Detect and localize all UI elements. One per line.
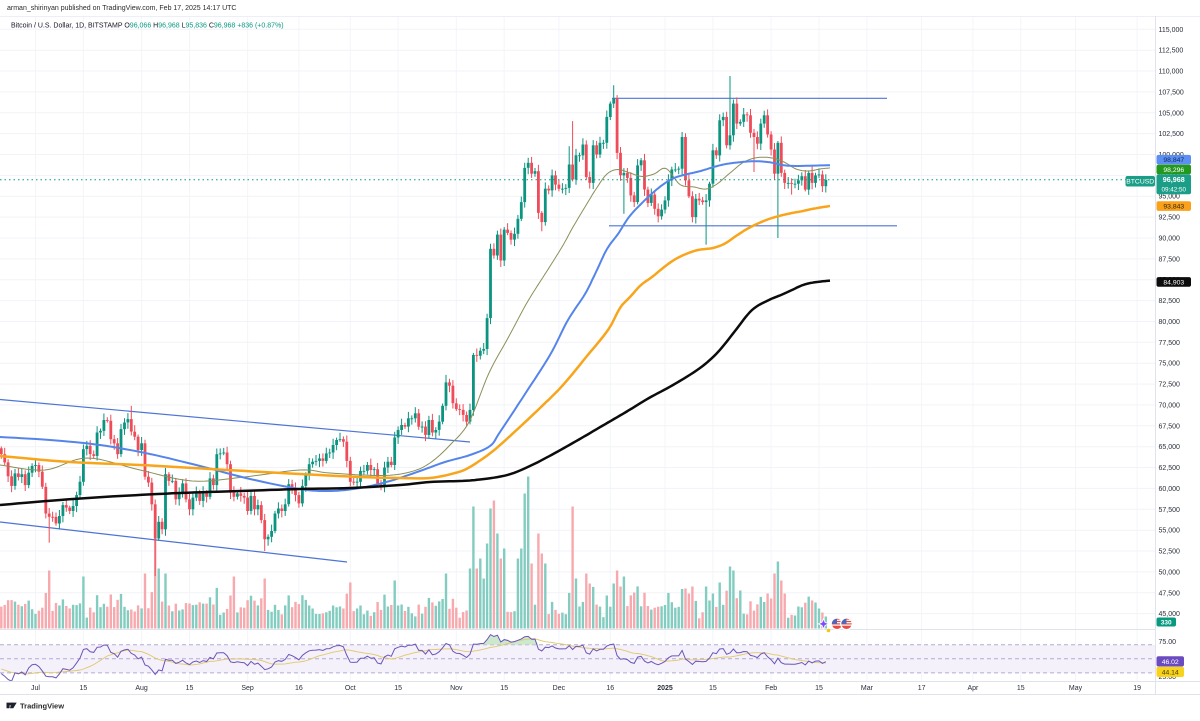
svg-text:16: 16 — [295, 685, 303, 692]
svg-text:72,500: 72,500 — [1159, 382, 1181, 389]
svg-text:110,000: 110,000 — [1159, 69, 1184, 76]
svg-text:2025: 2025 — [657, 685, 673, 692]
svg-text:Nov: Nov — [450, 685, 463, 692]
svg-text:Sep: Sep — [241, 685, 254, 692]
svg-text:107,500: 107,500 — [1159, 89, 1184, 96]
svg-text:75.00: 75.00 — [1159, 639, 1177, 646]
svg-text:15: 15 — [500, 685, 508, 692]
svg-text:62,500: 62,500 — [1159, 465, 1181, 472]
svg-text:17: 17 — [918, 685, 926, 692]
svg-text:May: May — [1069, 685, 1083, 692]
svg-text:TradingView: TradingView — [20, 702, 64, 711]
svg-text:112,500: 112,500 — [1159, 48, 1184, 55]
svg-text:15: 15 — [709, 685, 717, 692]
svg-text:98,847: 98,847 — [1163, 157, 1184, 164]
svg-text:Feb: Feb — [765, 685, 777, 692]
svg-text:09:42:50: 09:42:50 — [1162, 187, 1187, 194]
svg-text:50,000: 50,000 — [1159, 569, 1181, 576]
svg-text:15: 15 — [815, 685, 823, 692]
svg-text:95,000: 95,000 — [1159, 194, 1181, 201]
svg-text:16: 16 — [606, 685, 614, 692]
svg-text:82,500: 82,500 — [1159, 298, 1181, 305]
svg-text:105,000: 105,000 — [1159, 110, 1184, 117]
svg-text:15: 15 — [80, 685, 88, 692]
svg-text:115,000: 115,000 — [1159, 27, 1184, 34]
svg-text:Jul: Jul — [31, 685, 40, 692]
svg-text:15: 15 — [1017, 685, 1025, 692]
svg-text:Bitcoin / U.S. Dollar, 1D, BIT: Bitcoin / U.S. Dollar, 1D, BITSTAMP O96,… — [11, 23, 284, 30]
svg-text:87,500: 87,500 — [1159, 256, 1181, 263]
svg-text:80,000: 80,000 — [1159, 319, 1181, 326]
svg-text:15: 15 — [186, 685, 194, 692]
svg-text:77,500: 77,500 — [1159, 340, 1181, 347]
svg-text:arman_shirinyan published on T: arman_shirinyan published on TradingView… — [7, 5, 236, 12]
svg-text:102,500: 102,500 — [1159, 131, 1184, 138]
svg-text:70,000: 70,000 — [1159, 402, 1181, 409]
svg-text:52,500: 52,500 — [1159, 549, 1181, 556]
svg-text:Dec: Dec — [553, 685, 566, 692]
svg-text:98,296: 98,296 — [1163, 167, 1184, 174]
svg-text:60,000: 60,000 — [1159, 486, 1181, 493]
svg-text:46.02: 46.02 — [1162, 659, 1179, 666]
svg-text:330: 330 — [1161, 619, 1172, 626]
svg-text:45,000: 45,000 — [1159, 611, 1181, 618]
svg-text:57,500: 57,500 — [1159, 507, 1181, 514]
svg-text:Mar: Mar — [861, 685, 874, 692]
svg-text:15: 15 — [394, 685, 402, 692]
svg-text:75,000: 75,000 — [1159, 361, 1181, 368]
svg-text:BTCUSD: BTCUSD — [1126, 179, 1154, 186]
svg-text:25.00: 25.00 — [1159, 674, 1177, 681]
svg-text:Oct: Oct — [345, 685, 356, 692]
svg-text:93,843: 93,843 — [1163, 204, 1184, 211]
svg-text:Aug: Aug — [135, 685, 148, 692]
svg-text:96,968: 96,968 — [1163, 175, 1185, 184]
svg-text:Apr: Apr — [967, 685, 979, 692]
svg-text:90,000: 90,000 — [1159, 236, 1181, 243]
svg-text:55,000: 55,000 — [1159, 528, 1181, 535]
svg-text:44.14: 44.14 — [1162, 669, 1179, 676]
svg-text:47,500: 47,500 — [1159, 590, 1181, 597]
svg-text:65,000: 65,000 — [1159, 444, 1181, 451]
svg-text:84,903: 84,903 — [1163, 279, 1184, 286]
svg-text:92,500: 92,500 — [1159, 215, 1181, 222]
svg-text:67,500: 67,500 — [1159, 423, 1181, 430]
svg-text:19: 19 — [1133, 685, 1141, 692]
